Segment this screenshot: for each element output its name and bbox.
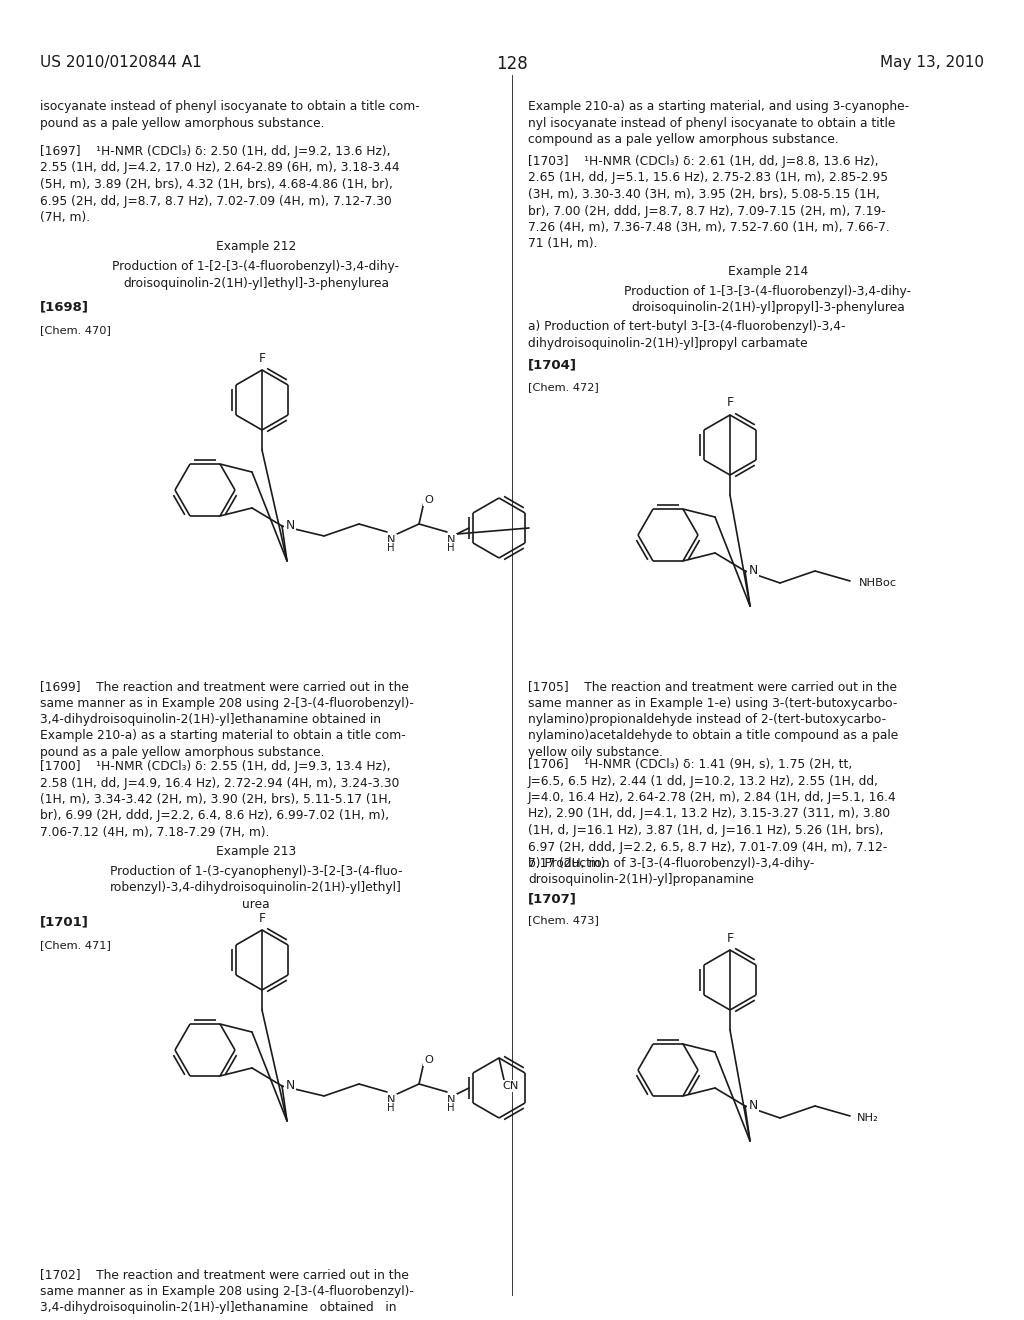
Text: N: N — [749, 1100, 758, 1113]
Text: F: F — [726, 932, 733, 945]
Text: H: H — [447, 543, 455, 553]
Text: N: N — [446, 1096, 456, 1105]
Text: US 2010/0120844 A1: US 2010/0120844 A1 — [40, 55, 202, 70]
Text: O: O — [425, 495, 433, 506]
Text: Production of 1-[3-[3-(4-fluorobenzyl)-3,4-dihy-
droisoquinolin-2(1H)-yl]propyl]: Production of 1-[3-[3-(4-fluorobenzyl)-3… — [625, 285, 911, 314]
Text: [1702]    The reaction and treatment were carried out in the
same manner as in E: [1702] The reaction and treatment were c… — [40, 1269, 414, 1313]
Text: [1707]: [1707] — [528, 892, 577, 906]
Text: F: F — [258, 912, 265, 924]
Text: [Chem. 472]: [Chem. 472] — [528, 381, 599, 392]
Text: NH₂: NH₂ — [857, 1113, 879, 1123]
Text: isocyanate instead of phenyl isocyanate to obtain a title com-
pound as a pale y: isocyanate instead of phenyl isocyanate … — [40, 100, 420, 129]
Text: [1699]    The reaction and treatment were carried out in the
same manner as in E: [1699] The reaction and treatment were c… — [40, 680, 414, 759]
Text: [1697]    ¹H-NMR (CDCl₃) δ: 2.50 (1H, dd, J=9.2, 13.6 Hz),
2.55 (1H, dd, J=4.2, : [1697] ¹H-NMR (CDCl₃) δ: 2.50 (1H, dd, J… — [40, 145, 399, 224]
Text: N: N — [446, 535, 456, 545]
Text: May 13, 2010: May 13, 2010 — [880, 55, 984, 70]
Text: H: H — [387, 1104, 394, 1113]
Text: N: N — [286, 520, 295, 532]
Text: [1700]    ¹H-NMR (CDCl₃) δ: 2.55 (1H, dd, J=9.3, 13.4 Hz),
2.58 (1H, dd, J=4.9, : [1700] ¹H-NMR (CDCl₃) δ: 2.55 (1H, dd, J… — [40, 760, 399, 840]
Text: [Chem. 471]: [Chem. 471] — [40, 940, 111, 950]
Text: Production of 1-(3-cyanophenyl)-3-[2-[3-(4-fluo-
robenzyl)-3,4-dihydroisoquinoli: Production of 1-(3-cyanophenyl)-3-[2-[3-… — [110, 865, 402, 911]
Text: [1706]    ¹H-NMR (CDCl₃) δ: 1.41 (9H, s), 1.75 (2H, tt,
J=6.5, 6.5 Hz), 2.44 (1 : [1706] ¹H-NMR (CDCl₃) δ: 1.41 (9H, s), 1… — [528, 758, 897, 870]
Text: N: N — [387, 535, 395, 545]
Text: N: N — [387, 1096, 395, 1105]
Text: Example 213: Example 213 — [216, 845, 296, 858]
Text: b) Production of 3-[3-(4-fluorobenzyl)-3,4-dihy-
droisoquinolin-2(1H)-yl]propana: b) Production of 3-[3-(4-fluorobenzyl)-3… — [528, 857, 814, 887]
Text: NHBoc: NHBoc — [859, 578, 897, 587]
Text: N: N — [749, 565, 758, 577]
Text: [1705]    The reaction and treatment were carried out in the
same manner as in E: [1705] The reaction and treatment were c… — [528, 680, 898, 759]
Text: F: F — [258, 351, 265, 364]
Text: [Chem. 473]: [Chem. 473] — [528, 915, 599, 925]
Text: N: N — [286, 1080, 295, 1093]
Text: H: H — [447, 1104, 455, 1113]
Text: [1704]: [1704] — [528, 358, 577, 371]
Text: CN: CN — [503, 1081, 519, 1092]
Text: Example 212: Example 212 — [216, 240, 296, 253]
Text: [Chem. 470]: [Chem. 470] — [40, 325, 111, 335]
Text: [1703]    ¹H-NMR (CDCl₃) δ: 2.61 (1H, dd, J=8.8, 13.6 Hz),
2.65 (1H, dd, J=5.1, : [1703] ¹H-NMR (CDCl₃) δ: 2.61 (1H, dd, J… — [528, 154, 890, 251]
Text: Example 214: Example 214 — [728, 265, 808, 279]
Text: a) Production of tert-butyl 3-[3-(4-fluorobenzyl)-3,4-
dihydroisoquinolin-2(1H)-: a) Production of tert-butyl 3-[3-(4-fluo… — [528, 319, 846, 350]
Text: F: F — [726, 396, 733, 409]
Text: Example 210-a) as a starting material, and using 3-cyanophe-
nyl isocyanate inst: Example 210-a) as a starting material, a… — [528, 100, 909, 147]
Text: 128: 128 — [496, 55, 528, 73]
Text: H: H — [387, 543, 394, 553]
Text: [1698]: [1698] — [40, 300, 89, 313]
Text: Production of 1-[2-[3-(4-fluorobenzyl)-3,4-dihy-
droisoquinolin-2(1H)-yl]ethyl]-: Production of 1-[2-[3-(4-fluorobenzyl)-3… — [113, 260, 399, 289]
Text: O: O — [425, 1055, 433, 1065]
Text: [1701]: [1701] — [40, 915, 89, 928]
